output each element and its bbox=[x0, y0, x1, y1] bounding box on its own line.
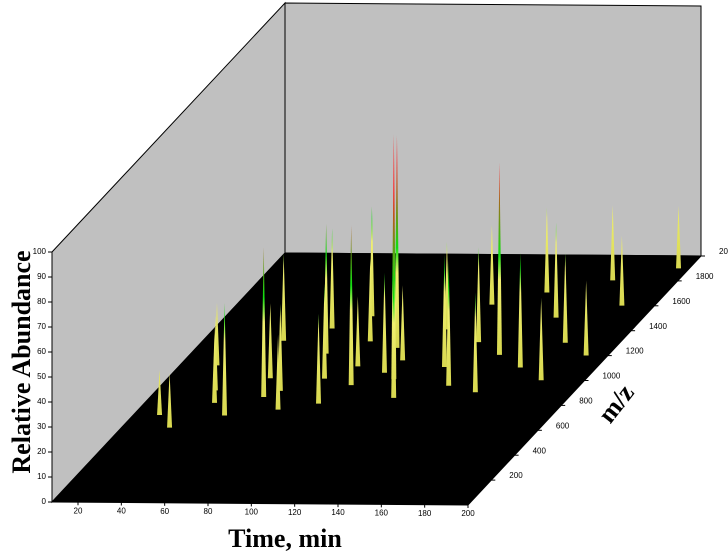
peak bbox=[562, 252, 568, 343]
peak bbox=[489, 224, 495, 305]
x-tick-label: 140 bbox=[331, 508, 345, 517]
peak bbox=[553, 222, 559, 318]
peak bbox=[261, 246, 267, 397]
y-tick-label: 1000 bbox=[603, 372, 621, 381]
peak bbox=[538, 297, 544, 381]
z-tick-label: 30 bbox=[37, 422, 46, 431]
peak bbox=[267, 303, 273, 379]
peak bbox=[676, 205, 682, 269]
peak bbox=[476, 247, 482, 343]
z-tick-label: 0 bbox=[42, 497, 47, 506]
y-tick-label: 200 bbox=[509, 471, 523, 480]
z-tick-label: 80 bbox=[37, 297, 46, 306]
peak bbox=[619, 235, 625, 306]
x-axis-title: Time, min bbox=[228, 524, 342, 553]
peak bbox=[275, 334, 281, 410]
peak bbox=[381, 272, 387, 373]
x-tick-label: 100 bbox=[245, 508, 259, 517]
x-tick-label: 60 bbox=[160, 507, 169, 516]
peak bbox=[367, 258, 373, 342]
z-tick-label: 90 bbox=[37, 272, 46, 281]
x-tick-label: 80 bbox=[204, 507, 213, 516]
peak bbox=[394, 135, 400, 348]
back-wall bbox=[284, 2, 702, 257]
y-tick-label: 1600 bbox=[672, 297, 690, 306]
z-tick-label: 20 bbox=[37, 447, 46, 456]
z-tick-label: 40 bbox=[37, 397, 46, 406]
y-tick-label: 1400 bbox=[649, 322, 667, 331]
x-tick-label: 200 bbox=[461, 509, 475, 518]
x-tick-label: 180 bbox=[418, 509, 432, 518]
peak bbox=[157, 370, 163, 416]
x-tick-label: 40 bbox=[117, 507, 126, 516]
peak bbox=[167, 372, 173, 428]
peak bbox=[400, 285, 406, 361]
peak bbox=[281, 253, 287, 341]
z-tick-label: 60 bbox=[37, 347, 46, 356]
z-tick-label: 50 bbox=[37, 372, 46, 381]
z-tick-label: 100 bbox=[33, 247, 47, 256]
peak bbox=[355, 296, 361, 367]
y-tick-label: 600 bbox=[556, 421, 570, 430]
x-tick-label: 120 bbox=[288, 508, 302, 517]
peak bbox=[329, 228, 335, 329]
peak bbox=[610, 205, 616, 281]
peak bbox=[316, 313, 322, 404]
peak bbox=[222, 303, 228, 416]
y-axis-title: m/z bbox=[592, 379, 640, 429]
x-tick-label: 160 bbox=[375, 508, 389, 517]
peak bbox=[212, 332, 218, 403]
z-axis-title: Relative Abundance bbox=[7, 250, 36, 473]
peak bbox=[544, 207, 550, 293]
y-tick-label: 2000 bbox=[719, 247, 728, 256]
z-tick-label: 10 bbox=[37, 472, 46, 481]
peak bbox=[496, 162, 502, 355]
y-tick-label: 400 bbox=[533, 446, 547, 455]
peak bbox=[472, 292, 478, 393]
peak bbox=[583, 280, 589, 356]
x-tick-label: 20 bbox=[74, 506, 83, 515]
peak bbox=[517, 252, 523, 368]
peak bbox=[441, 254, 447, 367]
peak bbox=[348, 225, 354, 386]
peak bbox=[391, 252, 397, 398]
y-tick-label: 1200 bbox=[626, 347, 644, 356]
z-tick-label: 70 bbox=[37, 322, 46, 331]
y-tick-label: 800 bbox=[579, 397, 593, 406]
peak bbox=[446, 260, 452, 386]
peak bbox=[322, 283, 327, 379]
y-tick-label: 1800 bbox=[696, 272, 714, 281]
